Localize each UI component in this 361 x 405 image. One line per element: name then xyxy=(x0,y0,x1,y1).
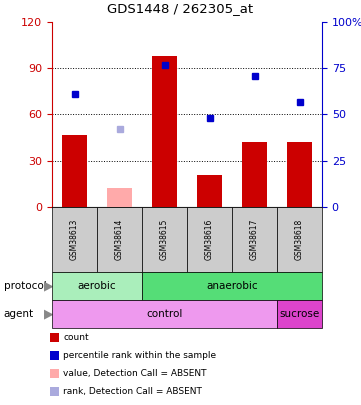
Text: GSM38618: GSM38618 xyxy=(295,219,304,260)
Bar xyxy=(62,134,87,207)
Text: protocol: protocol xyxy=(4,281,46,291)
Bar xyxy=(107,188,132,207)
Text: ▶: ▶ xyxy=(44,307,53,320)
Text: GSM38613: GSM38613 xyxy=(70,219,79,260)
Bar xyxy=(197,175,222,207)
Text: percentile rank within the sample: percentile rank within the sample xyxy=(63,351,216,360)
Text: GSM38614: GSM38614 xyxy=(115,219,124,260)
Text: agent: agent xyxy=(4,309,34,319)
Text: GSM38617: GSM38617 xyxy=(250,219,259,260)
Text: sucrose: sucrose xyxy=(279,309,319,319)
Bar xyxy=(287,142,312,207)
Bar xyxy=(152,56,177,207)
Text: count: count xyxy=(63,333,88,342)
Text: value, Detection Call = ABSENT: value, Detection Call = ABSENT xyxy=(63,369,206,378)
Text: GDS1448 / 262305_at: GDS1448 / 262305_at xyxy=(108,2,253,15)
Text: anaerobic: anaerobic xyxy=(206,281,258,291)
Text: GSM38615: GSM38615 xyxy=(160,219,169,260)
Text: GSM38616: GSM38616 xyxy=(205,219,214,260)
Bar xyxy=(242,142,267,207)
Text: aerobic: aerobic xyxy=(78,281,116,291)
Text: ▶: ▶ xyxy=(44,279,53,292)
Text: control: control xyxy=(146,309,183,319)
Text: rank, Detection Call = ABSENT: rank, Detection Call = ABSENT xyxy=(63,387,202,396)
